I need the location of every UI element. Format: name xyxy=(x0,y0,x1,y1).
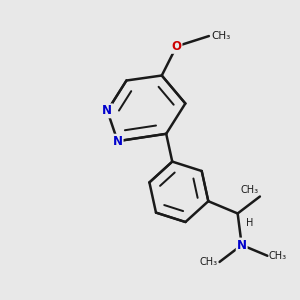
Text: N: N xyxy=(102,104,112,117)
Text: CH₃: CH₃ xyxy=(240,185,258,195)
Text: N: N xyxy=(112,135,123,148)
Text: CH₃: CH₃ xyxy=(269,251,287,261)
Text: O: O xyxy=(172,40,182,53)
Text: CH₃: CH₃ xyxy=(212,31,231,41)
Text: H: H xyxy=(246,218,253,228)
Text: N: N xyxy=(237,238,247,251)
Text: CH₃: CH₃ xyxy=(200,257,218,267)
